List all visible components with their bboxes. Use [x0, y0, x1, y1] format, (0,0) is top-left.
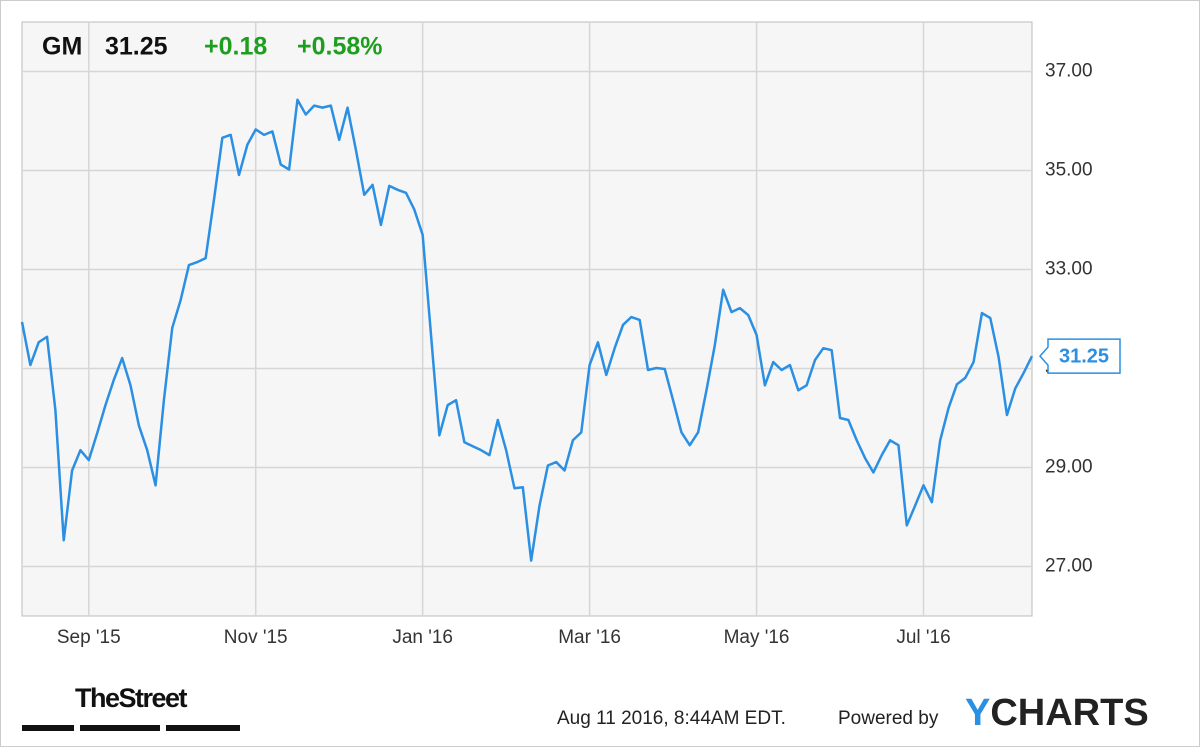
- powered-by: Powered by: [838, 708, 939, 729]
- change: +0.18: [204, 33, 267, 61]
- grid: [22, 22, 1032, 616]
- x-tick-label: Nov '15: [224, 627, 288, 648]
- timestamp: Aug 11 2016, 8:44AM EDT.: [557, 708, 786, 729]
- last-value-tag: [1038, 338, 1121, 374]
- y-tick-label: 35.00: [1045, 160, 1093, 181]
- y-tick-label: 33.00: [1045, 259, 1093, 280]
- y-tick-label: 27.00: [1045, 556, 1093, 577]
- brand: YCHARTS: [965, 692, 1149, 734]
- y-tick-label: 37.00: [1045, 61, 1093, 82]
- source-logo: TheStreet: [75, 683, 188, 713]
- logo-bar: [80, 725, 160, 731]
- x-tick-label: Jan '16: [392, 627, 453, 648]
- lines: [20, 98, 1034, 562]
- price-line: [20, 98, 1034, 562]
- logo-bar: [166, 725, 240, 731]
- x-tick-label: Jul '16: [896, 627, 950, 648]
- x-tick-label: Sep '15: [57, 627, 121, 648]
- price: 31.25: [105, 33, 168, 61]
- x-tick-label: May '16: [724, 627, 790, 648]
- x-tick-label: Mar '16: [558, 627, 621, 648]
- last-value-label: 31.25: [1059, 345, 1109, 367]
- change-percent: +0.58%: [297, 33, 383, 61]
- ticker: GM: [42, 33, 82, 61]
- logo-bar: [22, 725, 74, 731]
- y-tick-label: 29.00: [1045, 457, 1093, 478]
